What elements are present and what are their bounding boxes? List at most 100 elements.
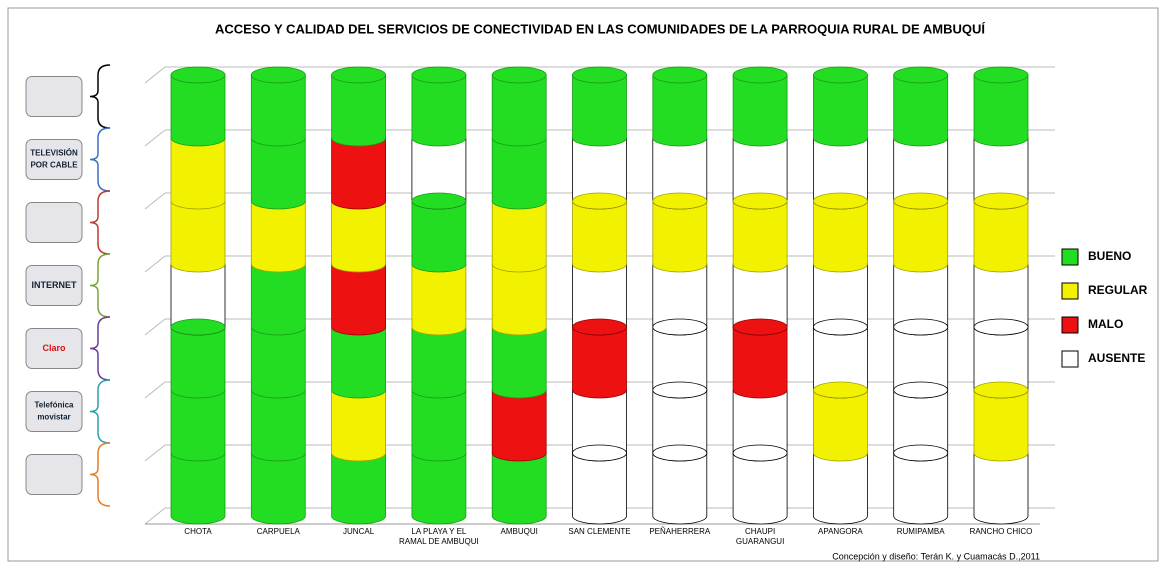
cylinder-top [893, 444, 949, 462]
service-label: Claro [42, 343, 66, 353]
cylinder-top [572, 318, 627, 336]
cylinder-segment [411, 74, 467, 147]
cylinder-top [491, 66, 547, 84]
cylinder-segment [170, 74, 226, 147]
legend-label: AUSENTE [1088, 351, 1145, 365]
cylinder-top [732, 66, 788, 84]
cylinder-top [572, 66, 627, 84]
service-icon [25, 391, 83, 432]
cylinder-segment [572, 74, 627, 147]
cylinder-top [331, 66, 387, 84]
cylinder-segment [331, 137, 386, 210]
legend-label: MALO [1088, 317, 1123, 331]
cylinder-segment [250, 452, 306, 525]
category-label: AMBUQUI [500, 527, 538, 536]
cylinder-segment [973, 74, 1029, 147]
cylinder-segment [491, 452, 547, 525]
cylinder-segment [331, 200, 386, 273]
category-label: RANCHO CHICO [969, 527, 1033, 536]
wall-line [144, 192, 166, 210]
cylinder-segment [732, 74, 788, 147]
service-icon [25, 139, 83, 180]
legend-swatch [1061, 350, 1079, 368]
cylinder-top [813, 192, 868, 210]
cylinder-segment [250, 137, 306, 210]
category-label: CHAUPI GUARANGUI [735, 527, 785, 546]
cylinder-top [973, 381, 1029, 399]
cylinder-segment [491, 137, 547, 210]
cylinder-top [170, 66, 226, 84]
cylinder-segment [411, 200, 467, 273]
cylinder-segment [170, 326, 226, 399]
cylinder-segment [893, 452, 949, 525]
cylinder-top [652, 318, 708, 336]
category-label: APANGORA [818, 527, 863, 536]
cylinder-top [572, 192, 627, 210]
service-bracket [89, 316, 111, 381]
cylinder-top [732, 318, 788, 336]
cylinder-segment [170, 452, 226, 525]
cylinder-top [652, 381, 708, 399]
service-icon [25, 202, 83, 243]
cylinder-segment [250, 74, 306, 147]
wall-line [144, 129, 166, 147]
cylinder-segment [250, 263, 306, 336]
cylinder-segment [411, 263, 467, 336]
service-bracket [89, 190, 111, 255]
cylinder-top [813, 381, 868, 399]
cylinder-top [411, 192, 467, 210]
cylinder-segment [491, 200, 547, 273]
category-label: JUNCAL [343, 527, 375, 536]
service-bracket [89, 253, 111, 318]
service-label: TELEVISIÓN [30, 149, 78, 158]
cylinder-segment [250, 326, 306, 399]
cylinder-segment [411, 326, 467, 399]
cylinder-segment [732, 200, 788, 273]
cylinder-top [813, 318, 868, 336]
category-label: RUMIPAMBA [896, 527, 945, 536]
cylinder-segment [491, 263, 547, 336]
cylinder-segment [732, 326, 788, 399]
wall-line [144, 444, 166, 462]
wall-line [144, 507, 166, 525]
service-label: movistar [37, 413, 70, 422]
legend-swatch [1061, 316, 1079, 334]
cylinder-top [250, 66, 306, 84]
service-label: INTERNET [32, 280, 78, 290]
cylinder-top [973, 66, 1029, 84]
service-label: POR CABLE [30, 161, 78, 170]
cylinder-top [652, 192, 708, 210]
cylinder-segment [973, 200, 1029, 273]
legend-swatch [1061, 282, 1079, 300]
category-label: CARPUELA [256, 527, 300, 536]
cylinder-top [170, 318, 226, 336]
cylinder-segment [813, 389, 868, 462]
service-label: Telefónica [35, 401, 75, 410]
cylinder-segment [170, 389, 226, 462]
cylinder-segment [250, 200, 306, 273]
cylinder-segment [250, 389, 306, 462]
legend-swatch [1061, 248, 1079, 266]
service-bracket [89, 442, 111, 507]
cylinder-segment [652, 200, 708, 273]
wall-line [144, 255, 166, 273]
cylinder-segment [973, 389, 1029, 462]
cylinder-top [652, 444, 708, 462]
cylinder-segment [893, 74, 949, 147]
cylinder-segment [170, 200, 226, 273]
cylinder-segment [331, 74, 386, 147]
wall-line [144, 318, 166, 336]
cylinder-top [973, 192, 1029, 210]
cylinder-top [893, 381, 949, 399]
cylinder-segment [893, 200, 949, 273]
cylinder-segment [491, 74, 547, 147]
cylinder-segment [973, 452, 1029, 525]
credit: Concepción y diseño: Terán K. y Cuamacás… [832, 551, 1040, 561]
cylinder-segment [331, 326, 386, 399]
cylinder-segment [411, 389, 467, 462]
cylinder-segment [813, 452, 868, 525]
legend-label: REGULAR [1088, 283, 1148, 297]
cylinder-segment [491, 389, 547, 462]
cylinder-segment [732, 452, 788, 525]
